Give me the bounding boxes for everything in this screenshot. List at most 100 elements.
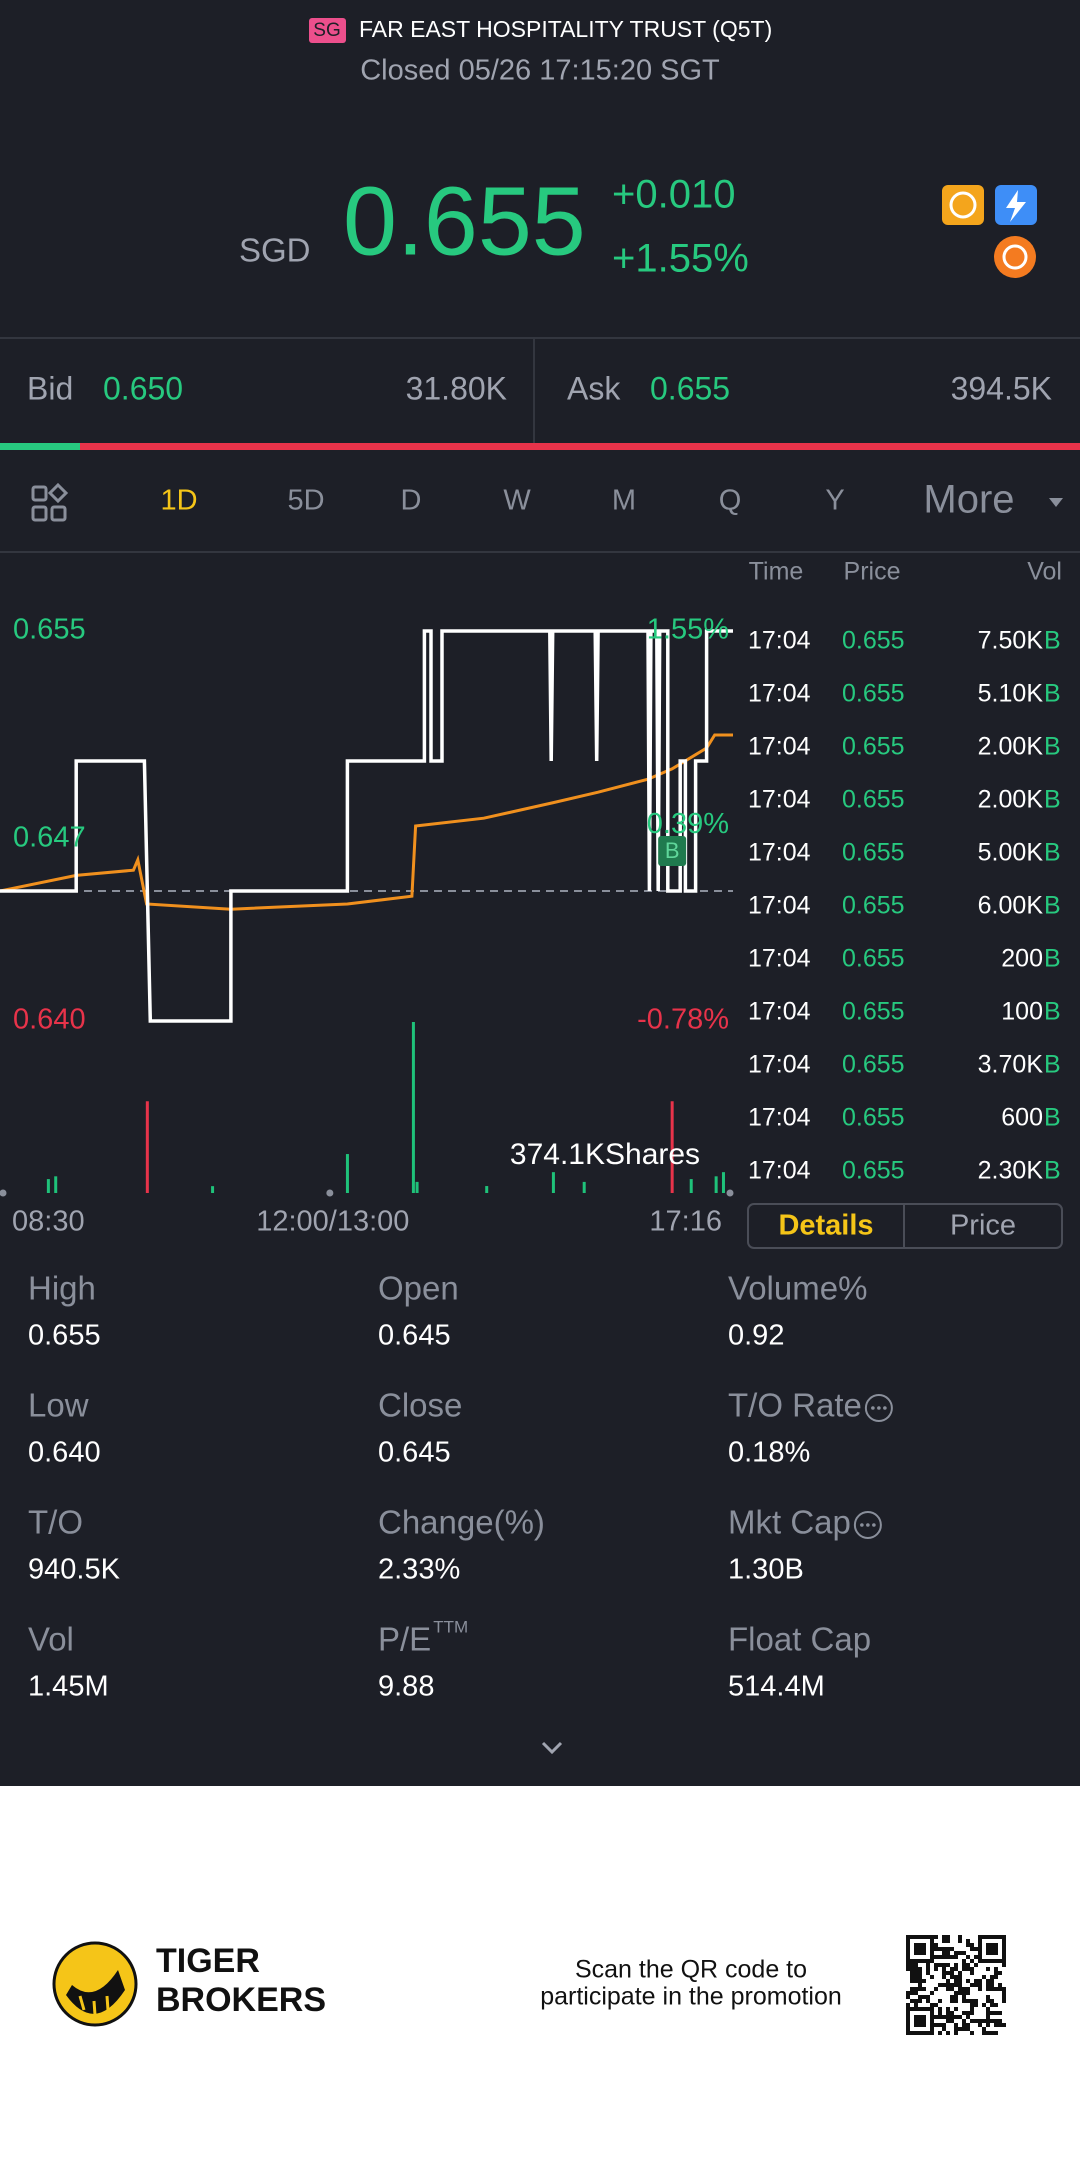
qr-cell: [986, 1983, 990, 1987]
icon-dollar[interactable]: [942, 185, 984, 225]
qr-cell: [910, 1963, 914, 1967]
info-dot: [883, 1406, 887, 1410]
qr-cell: [906, 1967, 910, 1971]
trade-side: B: [1044, 892, 1061, 920]
qr-cell: [906, 1963, 910, 1967]
x-tick: [326, 1189, 334, 1197]
logo-glyph: [78, 1995, 110, 2016]
trade-side: B: [1044, 945, 1061, 973]
volume-bar: [582, 1181, 586, 1193]
qr-cell: [966, 1955, 970, 1959]
qr-cell: [950, 2019, 954, 2023]
qr-cell: [970, 1999, 974, 2003]
qr-cell: [938, 2031, 942, 2035]
stat-label: Vol: [28, 1621, 74, 1658]
y2-tick-label: -0.78%: [637, 1004, 729, 1036]
trade-time: 17:04: [748, 1157, 811, 1185]
qr-cell: [970, 1983, 974, 1987]
qr-cell: [946, 2015, 950, 2019]
qr-cell: [950, 1987, 954, 1991]
trade-vol: 5.00K: [978, 839, 1044, 867]
more-arrow[interactable]: [1049, 498, 1063, 507]
qr-cell: [974, 1947, 978, 1951]
volume-bar: [54, 1176, 58, 1193]
info-icon[interactable]: [853, 1511, 882, 1539]
qr-finder: [914, 2015, 926, 2027]
trade-side: B: [1044, 998, 1061, 1026]
qr-cell: [934, 1987, 938, 1991]
qr-cell: [950, 1955, 954, 1959]
qr-cell: [938, 2011, 942, 2015]
qr-cell: [926, 1967, 930, 1971]
volume-bar: [411, 1022, 415, 1193]
qr-cell: [990, 1983, 994, 1987]
qr-cell: [938, 1955, 942, 1959]
qr-cell: [938, 1947, 942, 1951]
stat-value: 0.655: [28, 1320, 101, 1352]
qr-cell: [1002, 1963, 1006, 1967]
info-icon[interactable]: [864, 1394, 893, 1422]
trade-time: 17:04: [748, 1104, 811, 1132]
tab[interactable]: 5D: [287, 485, 324, 517]
y-tick-label: 0.647: [13, 822, 86, 854]
expand-chevron[interactable]: [541, 1741, 563, 1755]
qr-cell: [990, 1975, 994, 1979]
stat-value: 940.5K: [28, 1554, 121, 1586]
qr-cell: [930, 1975, 934, 1979]
qr-cell: [974, 2019, 978, 2023]
qr-cell: [962, 1967, 966, 1971]
qr-cell: [942, 1935, 946, 1939]
qr-cell: [938, 1963, 942, 1967]
qr-cell: [950, 2011, 954, 2015]
qr-cell: [946, 2019, 950, 2023]
stat-value: 9.88: [378, 1671, 434, 1703]
qr-cell: [954, 2027, 958, 2031]
qr-cell: [914, 1999, 918, 2003]
stat-value: 0.92: [728, 1320, 784, 1352]
detail-tab[interactable]: Price: [950, 1210, 1016, 1242]
tab[interactable]: Y: [825, 485, 844, 517]
trade-price: 0.655: [842, 1104, 905, 1132]
qr-cell: [994, 2019, 998, 2023]
qr-cell: [966, 1999, 970, 2003]
detail-tab[interactable]: Details: [778, 1210, 873, 1242]
qr-finder: [906, 2007, 934, 2035]
qr-cell: [926, 1999, 930, 2003]
qr-cell: [946, 1951, 950, 1955]
y2-tick-label: 0.39%: [647, 808, 729, 840]
qr-cell: [934, 2015, 938, 2019]
volume-label: 374.1KShares: [510, 1138, 700, 1171]
tab[interactable]: Q: [719, 485, 742, 517]
tab[interactable]: More: [923, 478, 1014, 522]
qr-cell: [946, 1971, 950, 1975]
qr-cell: [930, 1991, 934, 1995]
qr-cell: [970, 1967, 974, 1971]
qr-cell: [938, 1983, 942, 1987]
qr-cell: [986, 2011, 990, 2015]
qr-cell: [966, 2015, 970, 2019]
qr-cell: [994, 1967, 998, 1971]
stat-value: 2.33%: [378, 1554, 460, 1586]
info-dot: [872, 1523, 876, 1527]
stat-label: Change(%): [378, 1504, 545, 1541]
stat-label: P/E: [378, 1621, 431, 1658]
qr-cell: [942, 1971, 946, 1975]
y2-tick-label: 1.55%: [647, 614, 729, 646]
volume-bar: [345, 1154, 349, 1193]
qr-cell: [978, 1979, 982, 1983]
qr-cell: [938, 2023, 942, 2027]
stat-label: T/O: [28, 1504, 83, 1541]
icon-orange[interactable]: [994, 236, 1036, 278]
volume-bar: [670, 1101, 674, 1193]
qr-cell: [914, 1967, 918, 1971]
tab[interactable]: M: [612, 485, 636, 517]
tab[interactable]: W: [503, 485, 531, 517]
qr-cell: [962, 2027, 966, 2031]
y-tick-label: 0.640: [13, 1004, 86, 1036]
grid-icon[interactable]: [31, 482, 69, 522]
tab[interactable]: D: [401, 485, 422, 517]
x-tick-label: 12:00/13:00: [256, 1206, 409, 1238]
qr-cell: [926, 1971, 930, 1975]
tab[interactable]: 1D: [160, 485, 197, 517]
qr-cell: [950, 1975, 954, 1979]
